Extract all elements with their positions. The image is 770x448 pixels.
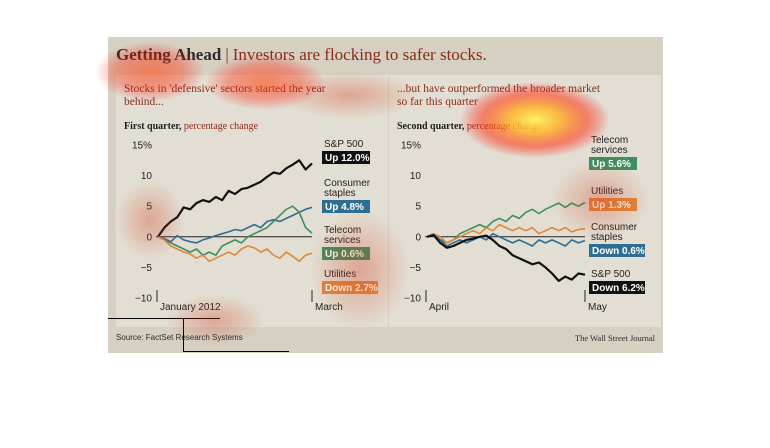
x-end-label: May (588, 302, 607, 313)
legend-badge-sp500 (322, 151, 370, 164)
legend-badge-text: Up 1.3% (592, 200, 631, 211)
panel-subtitle: First quarter, percentage change (124, 121, 258, 132)
y-tick-label: 5 (415, 202, 421, 213)
legend-label: staples (591, 232, 623, 243)
headline-title: Getting Ahead (116, 45, 222, 64)
panel-subtitle-bold: Second quarter, (397, 121, 465, 132)
y-tick-label: −5 (410, 263, 422, 274)
annotation-line (183, 318, 184, 351)
series-line-consumer_staples (426, 232, 586, 247)
source-note: Source: FactSet Research Systems (116, 333, 243, 342)
headline-subtitle: Investors are flocking to safer stocks. (232, 45, 487, 64)
series-line-telecom (157, 205, 313, 256)
y-tick-label: −10 (135, 294, 152, 305)
chart-svg-first-quarter: 15% 10 5 0 −5 −10 January 2012 March S&P 500 Up 1… (132, 139, 378, 313)
y-tick-label: 15% (132, 141, 152, 152)
panel-subtitle-bold: First quarter, (124, 121, 182, 132)
legend-badge-sp500 (589, 281, 645, 294)
panel-second-quarter: ...but have outperformed the broader mar… (389, 75, 661, 327)
legend-badge-text: Up 5.6% (592, 159, 631, 170)
x-start-label: January 2012 (160, 302, 221, 313)
annotation-line (108, 318, 220, 319)
legend-badge-consumer_staples (322, 200, 370, 213)
legend-label: services (591, 145, 628, 156)
headline: Getting Ahead | Investors are flocking to … (116, 45, 487, 65)
x-start-label: April (429, 302, 449, 313)
legend-badge-text: Up 4.8% (325, 202, 364, 213)
legend-badge-text: Down 0.6% (592, 246, 645, 257)
legend-badge-text: Up 0.6% (325, 249, 364, 260)
y-tick-label: 0 (415, 232, 421, 243)
legend-label: Utilities (591, 186, 623, 197)
y-tick-label: 0 (146, 232, 152, 243)
legend-badge-text: Down 6.2% (592, 283, 645, 294)
legend-badge-text: Down 2.7% (325, 283, 378, 294)
legend-badge-text: Up 12.0% (325, 153, 370, 164)
chart-figure: Getting Ahead | Investors are flocking to … (108, 37, 663, 353)
legend-label: Utilities (324, 269, 356, 280)
series-line-sp500 (426, 233, 586, 282)
panel-subtitle-text: percentage change (181, 121, 259, 132)
y-tick-label: −5 (141, 263, 153, 274)
publisher-credit: The Wall Street Journal (574, 333, 655, 343)
legend-badge-consumer_staples (589, 244, 645, 257)
legend-label: Consumer (324, 178, 371, 189)
headline-separator: | (225, 45, 229, 64)
legend-label: S&P 500 (324, 139, 364, 150)
y-tick-label: 15% (401, 141, 421, 152)
y-tick-label: 10 (410, 171, 422, 182)
legend-label: staples (324, 188, 356, 199)
y-tick-label: 5 (146, 202, 152, 213)
panel-first-quarter: Stocks in 'defensive' sectors started th… (116, 75, 388, 327)
legend-label: S&P 500 (591, 269, 631, 280)
y-tick-label: 10 (141, 171, 153, 182)
x-end-label: March (315, 302, 343, 313)
annotation-line (183, 351, 289, 352)
legend-label: services (324, 235, 361, 246)
series-line-sp500 (157, 159, 313, 238)
y-tick-label: −10 (404, 294, 421, 305)
